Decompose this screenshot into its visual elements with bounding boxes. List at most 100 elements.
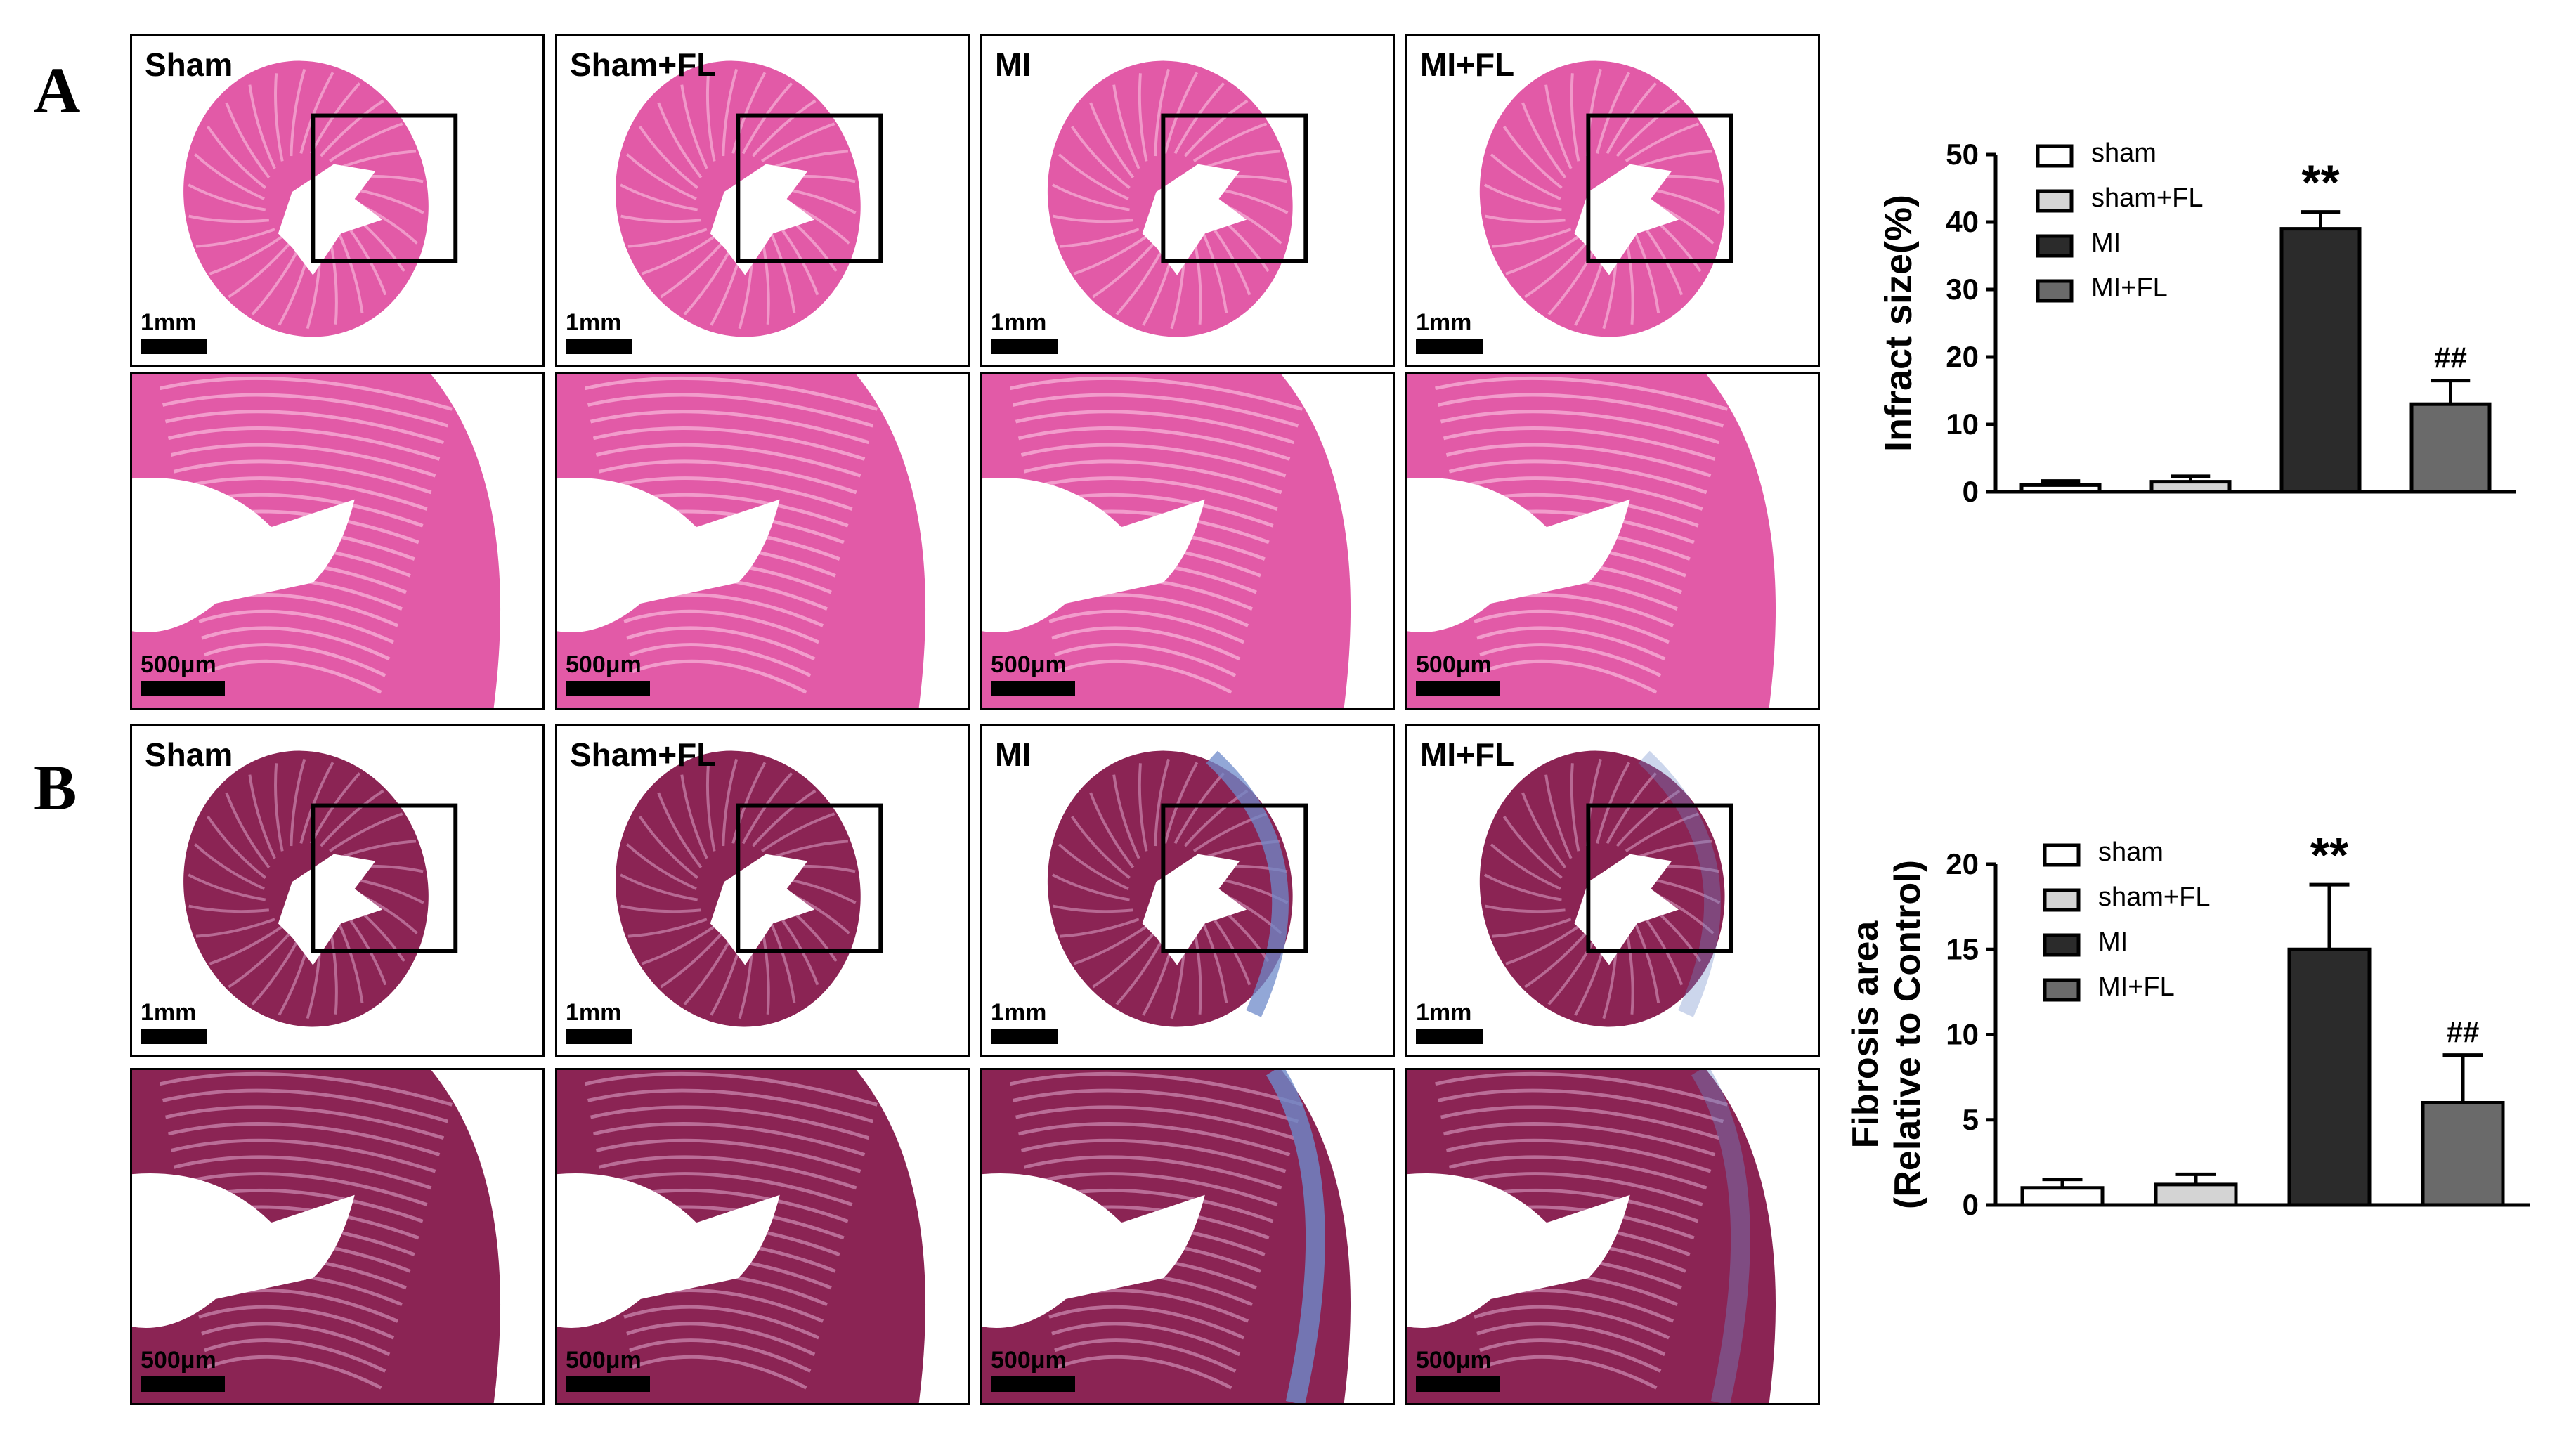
tissue-micrograph [557,1070,968,1403]
scale-bar-label: 500μm [1416,651,1492,678]
ventricle-lumen [1407,478,1630,633]
fibrotic-region [1206,750,1289,1017]
overview-image-2: MI 1mm [980,34,1395,367]
zoom-image-0: 500μm [130,1068,545,1405]
bar-mi-fl [2421,1101,2505,1207]
scale-bar: 500μm [991,1348,1075,1392]
ventricle-lumen [278,164,383,275]
legend-label: MI [2098,927,2128,957]
scale-bar-label: 500μm [1416,1347,1492,1374]
zoom-image-3: 500μm [1405,1068,1820,1405]
panel-a-zoom-row: 500μm 500μm 500μm 500μm [130,372,1820,710]
legend-swatch [2036,234,2074,258]
tissue-micrograph [132,36,542,365]
ventricle-lumen [557,1173,780,1329]
scale-bar-label: 1mm [1416,309,1472,336]
ventricle-lumen [278,854,383,965]
y-tick-label: 20 [1946,340,1979,373]
y-tick-label: 40 [1946,205,1979,238]
scale-bar-line [141,1376,225,1392]
scale-bar: 500μm [141,653,225,696]
ventricle-lumen [132,1173,355,1329]
scale-bar-label: 1mm [141,999,197,1026]
bar-sham [2019,483,2102,494]
group-label: Sham [145,46,233,83]
scale-bar-line [566,1029,632,1044]
tissue-micrograph [557,726,968,1055]
tissue-micrograph [132,1070,542,1403]
scale-bar-label: 1mm [566,999,622,1026]
ventricle-lumen [982,478,1205,633]
scale-bar-line [566,1376,650,1392]
legend-label: sham [2091,138,2157,168]
legend-label: MI [2091,228,2121,258]
bar-sham-fl [2154,1182,2238,1207]
ventricle-lumen [132,478,355,633]
ventricle-lumen [1574,164,1679,275]
legend-swatch [2043,888,2081,912]
overview-image-3: MI+FL 1mm [1405,34,1820,367]
group-label: MI+FL [1420,46,1515,83]
legend-label: MI+FL [2091,273,2168,303]
scale-bar: 1mm [566,1000,632,1044]
y-tick-label: 15 [1946,932,1979,965]
tissue-micrograph [1407,1070,1818,1403]
y-axis-label: Fibrosis area [1845,920,1886,1149]
scale-bar-label: 500μm [141,651,216,678]
tissue-micrograph [1407,726,1818,1055]
scale-bar-label: 1mm [991,309,1047,336]
significance-marker: ## [2434,341,2467,374]
inset-box [311,113,458,263]
scale-bar: 500μm [1416,1348,1500,1392]
legend-swatch [2036,144,2074,168]
scale-bar: 500μm [991,653,1075,696]
ventricle-lumen [1142,854,1247,965]
fibrosis-area-chart-svg: 0 5 10 15 20 Fibrosis area (Relative to Contro… [1845,828,2530,1221]
inset-box [736,113,883,263]
scale-bar-line [566,681,650,696]
infarct-size-chart: 0 10 20 30 40 50 Infract size(%) ** ## sham sham+F… [1855,105,2558,527]
scale-bar-label: 500μm [141,1347,216,1374]
bar-sham [2020,1186,2105,1207]
legend-label: MI+FL [2098,972,2175,1002]
ventricle-lumen [557,478,780,633]
scale-bar: 1mm [566,311,632,354]
ventricle-lumen [1407,1173,1630,1329]
panel-letter-a: A [34,54,81,126]
significance-marker: ## [2447,1016,2480,1049]
legend-swatch [2043,843,2081,867]
scale-bar-label: 1mm [566,309,622,336]
overview-image-3: MI+FL 1mm [1405,724,1820,1057]
group-label: Sham+FL [570,736,717,773]
fibrotic-region [1266,1070,1325,1403]
scale-bar-line [566,339,632,354]
tissue-micrograph [982,726,1393,1055]
bar-mi [2287,947,2372,1207]
scale-bar-label: 500μm [566,651,642,678]
ventricle-lumen [1142,164,1247,275]
zoom-image-2: 500μm [980,372,1395,710]
legend-swatch [2036,189,2074,213]
scale-bar-label: 1mm [991,999,1047,1026]
group-label: MI [995,46,1032,83]
overview-image-0: Sham 1mm [130,724,545,1057]
scale-bar-line [1416,681,1500,696]
tissue-micrograph [132,374,542,708]
inset-box [1161,803,1308,953]
tissue-micrograph [982,36,1393,365]
zoom-image-0: 500μm [130,372,545,710]
y-tick-label: 20 [1946,847,1979,880]
scale-bar: 1mm [1416,311,1483,354]
group-label: Sham+FL [570,46,717,83]
y-tick-label: 10 [1946,408,1979,441]
y-tick-label: 10 [1946,1018,1979,1051]
group-label: MI+FL [1420,736,1515,773]
tissue-micrograph [557,36,968,365]
scale-bar-line [141,339,207,354]
ventricle-lumen [1574,854,1679,965]
inset-box [1586,803,1733,953]
scale-bar: 500μm [141,1348,225,1392]
fibrosis-area-chart: 0 5 10 15 20 Fibrosis area (Relative to Contro… [1834,801,2558,1237]
tissue-micrograph [132,726,542,1055]
fibrotic-region [1691,1070,1750,1403]
